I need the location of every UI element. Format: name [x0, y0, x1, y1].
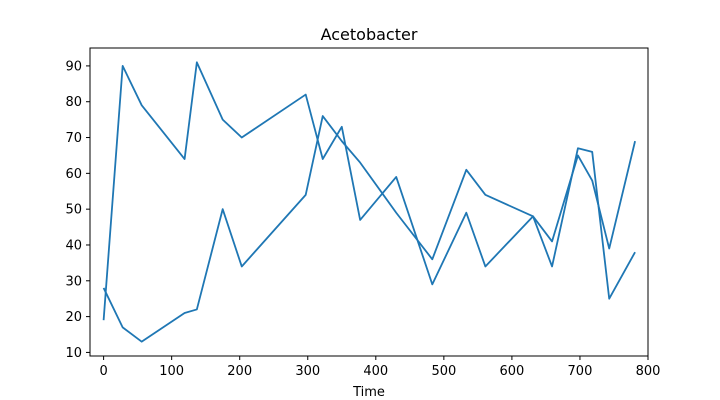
x-axis-label: Time [352, 385, 385, 400]
y-tick-label: 60 [65, 167, 82, 182]
x-tick-label: 600 [499, 364, 524, 379]
series-line-2 [102, 115, 636, 343]
plot-lines [102, 61, 636, 343]
y-tick-label: 70 [65, 131, 82, 146]
x-tick-label: 700 [568, 364, 593, 379]
y-axis: 10 20 30 40 50 60 70 80 90 [65, 59, 90, 361]
x-tick-label: 0 [99, 364, 107, 379]
y-tick-label: 30 [65, 274, 82, 289]
y-tick-label: 90 [65, 59, 82, 74]
x-tick-label: 100 [159, 364, 184, 379]
x-tick-label: 400 [363, 364, 388, 379]
chart-title: Acetobacter [321, 25, 418, 44]
x-tick-label: 300 [295, 364, 320, 379]
x-axis: 0 100 200 300 400 500 600 700 800 [99, 356, 660, 379]
series-line-1 [102, 61, 636, 321]
y-tick-label: 50 [65, 203, 82, 218]
plot-frame [89, 47, 649, 357]
y-tick-label: 20 [65, 310, 82, 325]
y-tick-label: 80 [65, 95, 82, 110]
x-tick-label: 200 [227, 364, 252, 379]
x-tick-label: 500 [431, 364, 456, 379]
x-tick-label: 800 [636, 364, 661, 379]
y-tick-label: 40 [65, 238, 82, 253]
y-tick-label: 10 [65, 346, 82, 361]
